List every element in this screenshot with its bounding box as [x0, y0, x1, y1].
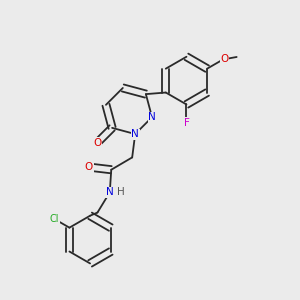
Text: Cl: Cl — [50, 214, 59, 224]
Text: N: N — [106, 188, 114, 197]
Text: N: N — [131, 129, 139, 139]
Text: H: H — [117, 188, 125, 197]
Text: O: O — [220, 54, 229, 64]
Text: N: N — [148, 112, 156, 122]
Text: F: F — [184, 118, 189, 128]
Text: O: O — [85, 162, 93, 172]
Text: O: O — [93, 138, 101, 148]
